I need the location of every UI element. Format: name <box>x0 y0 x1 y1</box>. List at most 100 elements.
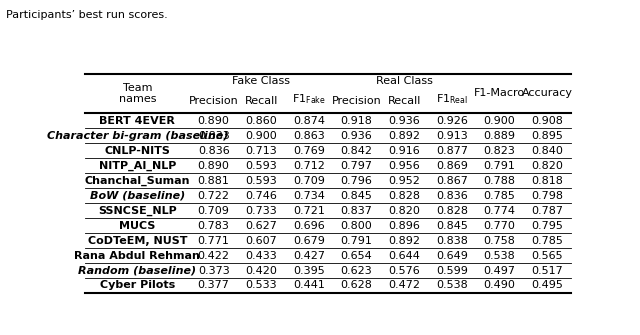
Text: 0.373: 0.373 <box>198 266 230 275</box>
Text: 0.791: 0.791 <box>340 236 372 246</box>
Text: 0.770: 0.770 <box>484 220 515 230</box>
Text: 0.623: 0.623 <box>340 266 372 275</box>
Text: 0.820: 0.820 <box>531 161 563 171</box>
Text: 0.420: 0.420 <box>245 266 277 275</box>
Text: CNLP-NITS: CNLP-NITS <box>104 146 170 156</box>
Text: 0.890: 0.890 <box>198 161 230 171</box>
Text: Participants’ best run scores.: Participants’ best run scores. <box>6 10 168 20</box>
Text: 0.845: 0.845 <box>436 220 468 230</box>
Text: 0.679: 0.679 <box>293 236 325 246</box>
Text: Accuracy: Accuracy <box>522 88 573 98</box>
Text: 0.497: 0.497 <box>484 266 516 275</box>
Text: 0.869: 0.869 <box>436 161 468 171</box>
Text: 0.377: 0.377 <box>198 280 230 290</box>
Text: 0.796: 0.796 <box>340 176 372 186</box>
Text: 0.956: 0.956 <box>388 161 420 171</box>
Text: 0.746: 0.746 <box>245 191 277 201</box>
Text: 0.913: 0.913 <box>436 131 468 141</box>
Text: 0.828: 0.828 <box>436 206 468 216</box>
Text: 0.785: 0.785 <box>484 191 515 201</box>
Text: 0.734: 0.734 <box>293 191 325 201</box>
Text: 0.926: 0.926 <box>436 116 468 126</box>
Text: 0.791: 0.791 <box>484 161 515 171</box>
Text: 0.517: 0.517 <box>531 266 563 275</box>
Text: 0.427: 0.427 <box>293 251 325 261</box>
Text: 0.867: 0.867 <box>436 176 468 186</box>
Text: 0.774: 0.774 <box>484 206 516 216</box>
Text: 0.860: 0.860 <box>245 116 277 126</box>
Text: 0.833: 0.833 <box>198 131 230 141</box>
Text: F1-Macro: F1-Macro <box>474 88 525 98</box>
Text: 0.709: 0.709 <box>293 176 325 186</box>
Text: 0.820: 0.820 <box>388 206 420 216</box>
Text: 0.599: 0.599 <box>436 266 468 275</box>
Text: CoDTeEM, NUST: CoDTeEM, NUST <box>88 236 187 246</box>
Text: 0.916: 0.916 <box>388 146 420 156</box>
Text: 0.533: 0.533 <box>246 280 277 290</box>
Text: 0.441: 0.441 <box>293 280 325 290</box>
Text: 0.952: 0.952 <box>388 176 420 186</box>
Text: 0.836: 0.836 <box>436 191 468 201</box>
Text: 0.838: 0.838 <box>436 236 468 246</box>
Text: 0.495: 0.495 <box>531 280 563 290</box>
Text: SSNCSE_NLP: SSNCSE_NLP <box>98 205 177 216</box>
Text: 0.800: 0.800 <box>340 220 372 230</box>
Text: 0.787: 0.787 <box>531 206 563 216</box>
Text: 0.840: 0.840 <box>531 146 563 156</box>
Text: Precision: Precision <box>332 96 381 106</box>
Text: 0.758: 0.758 <box>484 236 515 246</box>
Text: 0.823: 0.823 <box>484 146 515 156</box>
Text: 0.713: 0.713 <box>245 146 277 156</box>
Text: 0.709: 0.709 <box>198 206 230 216</box>
Text: 0.538: 0.538 <box>436 280 468 290</box>
Text: 0.649: 0.649 <box>436 251 468 261</box>
Text: Recall: Recall <box>244 96 278 106</box>
Text: 0.433: 0.433 <box>245 251 277 261</box>
Text: 0.783: 0.783 <box>198 220 230 230</box>
Text: 0.896: 0.896 <box>388 220 420 230</box>
Text: 0.472: 0.472 <box>388 280 420 290</box>
Text: 0.797: 0.797 <box>340 161 372 171</box>
Text: 0.837: 0.837 <box>340 206 372 216</box>
Text: 0.785: 0.785 <box>531 236 563 246</box>
Text: 0.644: 0.644 <box>388 251 420 261</box>
Text: F1$_{\mathrm{Fake}}$: F1$_{\mathrm{Fake}}$ <box>292 92 326 106</box>
Text: 0.565: 0.565 <box>531 251 563 261</box>
Text: 0.918: 0.918 <box>340 116 372 126</box>
Text: 0.874: 0.874 <box>293 116 325 126</box>
Text: Cyber Pilots: Cyber Pilots <box>100 280 175 290</box>
Text: Team
names: Team names <box>118 83 156 104</box>
Text: Precision: Precision <box>189 96 239 106</box>
Text: 0.890: 0.890 <box>198 116 230 126</box>
Text: 0.721: 0.721 <box>293 206 325 216</box>
Text: Real Class: Real Class <box>376 76 433 86</box>
Text: 0.892: 0.892 <box>388 236 420 246</box>
Text: 0.892: 0.892 <box>388 131 420 141</box>
Text: 0.936: 0.936 <box>388 116 420 126</box>
Text: 0.836: 0.836 <box>198 146 230 156</box>
Text: 0.607: 0.607 <box>245 236 277 246</box>
Text: 0.593: 0.593 <box>245 161 277 171</box>
Text: 0.654: 0.654 <box>340 251 372 261</box>
Text: 0.422: 0.422 <box>198 251 230 261</box>
Text: 0.696: 0.696 <box>293 220 325 230</box>
Text: 0.733: 0.733 <box>245 206 277 216</box>
Text: 0.828: 0.828 <box>388 191 420 201</box>
Text: 0.538: 0.538 <box>484 251 515 261</box>
Text: 0.863: 0.863 <box>293 131 325 141</box>
Text: 0.877: 0.877 <box>436 146 468 156</box>
Text: 0.936: 0.936 <box>340 131 372 141</box>
Text: MUCS: MUCS <box>119 220 156 230</box>
Text: 0.769: 0.769 <box>293 146 325 156</box>
Text: 0.798: 0.798 <box>531 191 563 201</box>
Text: 0.881: 0.881 <box>198 176 230 186</box>
Text: Random (baseline): Random (baseline) <box>78 266 196 275</box>
Text: 0.795: 0.795 <box>531 220 563 230</box>
Text: 0.908: 0.908 <box>531 116 563 126</box>
Text: 0.889: 0.889 <box>484 131 516 141</box>
Text: 0.627: 0.627 <box>245 220 277 230</box>
Text: 0.895: 0.895 <box>531 131 563 141</box>
Text: BoW (baseline): BoW (baseline) <box>90 191 185 201</box>
Text: 0.722: 0.722 <box>198 191 230 201</box>
Text: 0.593: 0.593 <box>245 176 277 186</box>
